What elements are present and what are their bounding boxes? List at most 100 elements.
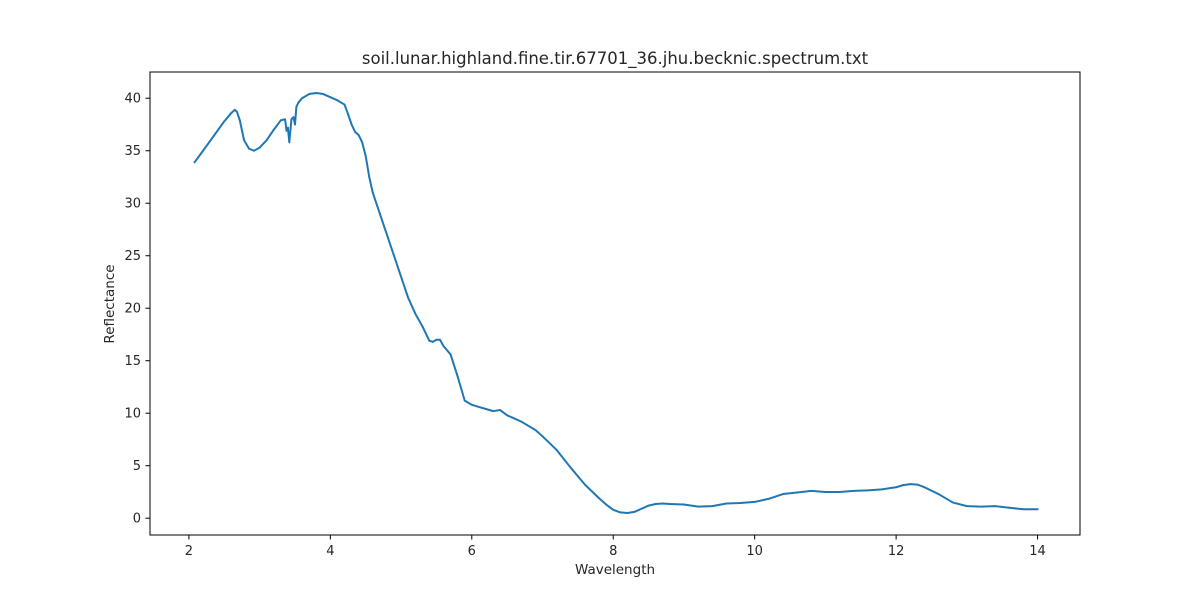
data-point: [428, 339, 431, 342]
data-point: [753, 501, 756, 503]
data-point: [1036, 508, 1039, 511]
y-tick-label: 35: [124, 144, 141, 159]
data-point: [290, 118, 293, 121]
y-tick-label: 30: [124, 197, 141, 212]
x-axis: 2 4 6 8 10 12 14: [185, 535, 1046, 559]
data-point: [354, 130, 356, 133]
data-point: [371, 191, 374, 194]
data-point: [633, 511, 636, 513]
y-tick-label: 25: [124, 249, 141, 264]
data-point: [661, 502, 664, 505]
data-point: [248, 147, 250, 150]
data-point: [640, 507, 643, 510]
data-point: [456, 375, 459, 378]
x-tick-label: 12: [888, 544, 905, 559]
data-point: [279, 119, 282, 122]
y-tick-label: 15: [124, 354, 141, 369]
data-point: [965, 505, 968, 508]
data-point: [243, 139, 245, 142]
data-point: [288, 141, 291, 144]
data-point: [236, 111, 238, 113]
data-point: [233, 108, 236, 111]
data-point: [499, 409, 501, 411]
data-point: [336, 99, 339, 102]
data-point: [824, 491, 827, 493]
chart-title: soil.lunar.highland.fine.tir.67701_36.jh…: [362, 49, 869, 69]
data-point: [223, 120, 226, 123]
data-point: [866, 489, 869, 492]
data-point: [767, 497, 770, 500]
data-point: [393, 254, 395, 257]
x-tick-label: 14: [1029, 544, 1046, 559]
data-point: [301, 97, 303, 100]
data-point: [435, 338, 438, 341]
data-point: [350, 123, 353, 126]
data-point: [212, 135, 215, 137]
data-point: [569, 466, 572, 469]
data-point: [343, 103, 346, 106]
data-point: [470, 403, 473, 406]
data-point: [534, 429, 537, 431]
data-point: [697, 505, 699, 508]
data-point: [1022, 508, 1025, 511]
data-point: [202, 149, 204, 152]
data-point: [683, 503, 685, 506]
data-point: [272, 128, 275, 131]
data-point: [725, 502, 728, 505]
data-point: [619, 511, 622, 514]
x-tick-label: 6: [468, 544, 476, 559]
data-point: [810, 490, 813, 492]
data-point: [937, 493, 940, 495]
plot-area: [150, 72, 1080, 535]
y-tick-label: 10: [124, 407, 141, 422]
data-point: [368, 176, 371, 178]
x-axis-label: Wavelength: [575, 562, 655, 578]
data-point: [295, 105, 298, 108]
data-point: [463, 399, 466, 402]
data-point: [431, 340, 434, 343]
data-point: [994, 505, 997, 508]
data-point: [668, 503, 671, 505]
data-point: [838, 491, 841, 493]
data-point: [598, 497, 600, 500]
data-point: [605, 503, 608, 506]
series-points: [193, 92, 1039, 514]
data-point: [520, 420, 523, 423]
x-tick-label: 4: [326, 544, 334, 559]
data-point: [477, 406, 480, 408]
data-point: [361, 141, 364, 144]
data-point: [449, 353, 452, 356]
data-point: [329, 96, 332, 99]
data-point: [796, 491, 799, 494]
data-point: [654, 503, 657, 505]
data-point: [739, 502, 742, 504]
plot-frame: [149, 71, 1081, 536]
y-axis-label: Reflectance: [102, 264, 118, 343]
data-point: [1008, 506, 1011, 509]
data-point: [400, 275, 402, 278]
data-point: [258, 146, 261, 149]
y-tick-label: 20: [124, 302, 141, 317]
data-point: [308, 93, 311, 95]
data-point: [378, 212, 381, 215]
data-point: [442, 345, 445, 347]
data-point: [407, 296, 410, 299]
data-point: [364, 155, 367, 157]
data-point: [711, 505, 714, 508]
data-point: [527, 424, 530, 427]
data-point: [285, 129, 288, 132]
data-point: [492, 410, 494, 413]
y-tick-label: 0: [133, 512, 141, 527]
data-point: [439, 338, 441, 341]
data-point: [612, 508, 615, 511]
data-point: [916, 483, 919, 486]
data-point: [193, 161, 196, 164]
x-tick-label: 8: [609, 544, 617, 559]
data-point: [626, 512, 629, 514]
data-point: [414, 312, 417, 315]
y-axis: 0 5 10 15 20 25 30 35 40: [124, 92, 150, 527]
data-point: [421, 325, 424, 327]
data-point: [485, 408, 487, 410]
data-point: [555, 449, 558, 451]
y-tick-label: 40: [124, 92, 141, 107]
